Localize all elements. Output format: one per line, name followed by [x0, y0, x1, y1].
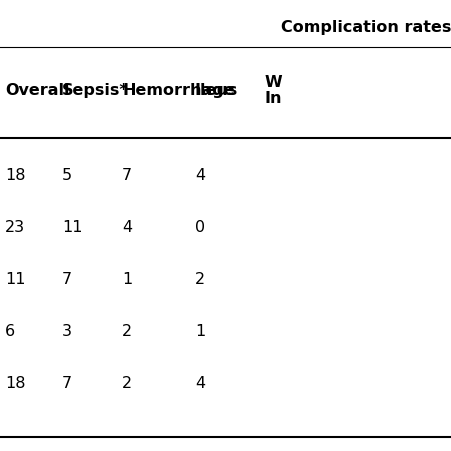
- Text: 1: 1: [195, 324, 205, 339]
- Text: 7: 7: [122, 168, 132, 184]
- Text: 4: 4: [195, 168, 205, 184]
- Text: 2: 2: [122, 324, 132, 339]
- Text: 11: 11: [62, 220, 83, 235]
- Text: 5: 5: [62, 168, 72, 184]
- Text: 18: 18: [5, 168, 26, 184]
- Text: 2: 2: [195, 272, 205, 287]
- Text: 7: 7: [62, 376, 72, 391]
- Text: 18: 18: [5, 376, 26, 391]
- Text: 11: 11: [5, 272, 26, 287]
- Text: 3: 3: [62, 324, 72, 339]
- Text: 7: 7: [62, 272, 72, 287]
- Text: 23: 23: [5, 220, 25, 235]
- Text: 4: 4: [195, 376, 205, 391]
- Text: Complication rates: Complication rates: [281, 20, 451, 35]
- Text: Hemorrhage: Hemorrhage: [122, 83, 235, 98]
- Text: Sepsis*: Sepsis*: [62, 83, 129, 98]
- Text: 2: 2: [122, 376, 132, 391]
- Text: 4: 4: [122, 220, 132, 235]
- Text: 6: 6: [5, 324, 15, 339]
- Text: 1: 1: [122, 272, 132, 287]
- Text: Ileus: Ileus: [195, 83, 238, 98]
- Text: 0: 0: [195, 220, 205, 235]
- Text: Overall: Overall: [5, 83, 69, 98]
- Text: W
In: W In: [265, 74, 283, 106]
